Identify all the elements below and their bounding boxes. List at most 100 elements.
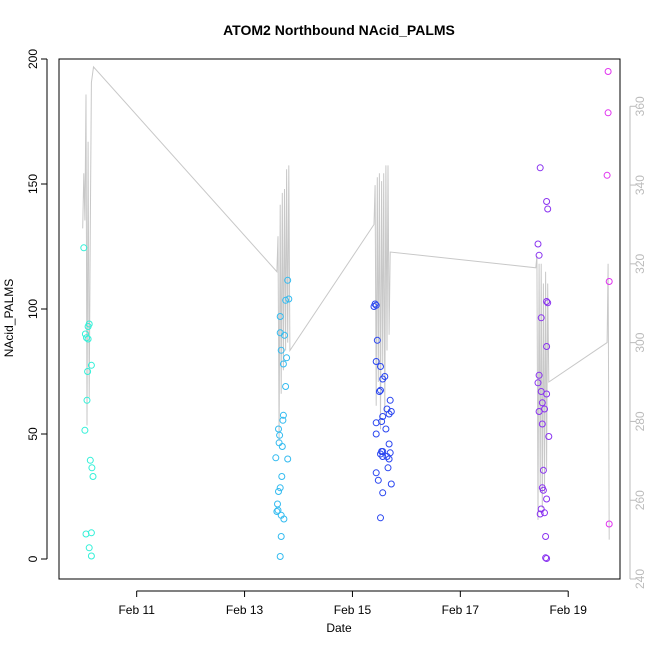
data-point (384, 464, 392, 472)
plot-frame (58, 58, 621, 580)
x-tick-label: Feb 15 (334, 603, 372, 617)
data-point (543, 298, 551, 305)
data-point (379, 489, 387, 497)
data-point (280, 515, 288, 523)
data-point (372, 419, 380, 427)
x-tick-label: Feb 17 (442, 603, 480, 617)
data-point (383, 453, 391, 460)
y2-tick-label: 240 (633, 569, 647, 589)
data-point (370, 303, 378, 310)
data-point (279, 416, 287, 424)
y-tick-label: 0 (26, 555, 40, 562)
data-point (85, 320, 93, 328)
data-point (276, 553, 284, 560)
data-point (379, 413, 387, 420)
data-point (276, 484, 284, 492)
data-point (278, 443, 286, 450)
secondary-series-line (82, 65, 610, 540)
data-point (277, 533, 285, 540)
data-point (276, 431, 284, 439)
y2-tick-label: 260 (633, 490, 647, 510)
data-point (279, 360, 287, 368)
data-point (543, 390, 551, 398)
secondary-series-layer (82, 65, 610, 540)
axes-layer: Feb 11 Feb 13 Feb 15 Feb 17 Feb 19 0 50 100 150 2… (26, 49, 647, 617)
data-point (536, 510, 544, 518)
data-point (539, 486, 547, 494)
data-point (385, 410, 393, 418)
y-axis-label: NAcid_PALMS (2, 279, 16, 357)
y2-tick-label: 280 (633, 411, 647, 431)
data-point (539, 466, 547, 474)
data-point (534, 379, 542, 387)
data-point (273, 508, 281, 515)
data-point (387, 480, 395, 488)
x-tick-label: Feb 11 (118, 603, 155, 617)
y2-tick-label: 340 (633, 175, 647, 195)
x-tick-label: Feb 19 (550, 603, 588, 617)
data-point (377, 363, 384, 370)
data-point (372, 430, 380, 438)
data-point (536, 164, 544, 172)
data-point (379, 453, 387, 460)
data-point (535, 251, 543, 259)
data-point (537, 314, 545, 322)
data-point (81, 426, 89, 434)
y-tick-label: 150 (26, 174, 40, 194)
data-point (382, 425, 390, 433)
y-tick-label: 100 (26, 299, 40, 319)
data-point (88, 464, 96, 472)
data-point (272, 454, 280, 462)
x-tick-label: Feb 13 (226, 603, 264, 617)
data-point (605, 278, 613, 285)
data-point (535, 408, 543, 415)
data-point (278, 473, 286, 480)
data-point (85, 544, 93, 552)
data-point (83, 334, 90, 342)
data-point (543, 198, 551, 205)
data-point (377, 514, 384, 522)
data-point (534, 240, 542, 248)
data-point (538, 420, 546, 428)
data-point (603, 171, 611, 179)
data-point (276, 313, 284, 320)
x-axis-label: Date (326, 621, 352, 635)
data-point (373, 336, 381, 344)
data-point (605, 520, 613, 528)
y-tick-label: 50 (26, 427, 40, 441)
data-point (377, 386, 384, 394)
data-point (542, 533, 550, 540)
data-point (275, 488, 282, 495)
data-point (282, 296, 290, 304)
data-point (375, 388, 383, 395)
data-point (385, 440, 393, 448)
data-point (604, 68, 612, 75)
data-point (277, 346, 285, 354)
data-point (535, 371, 543, 379)
data-point (543, 343, 551, 350)
data-point (285, 295, 293, 303)
data-point (543, 495, 551, 503)
data-point (80, 244, 88, 252)
data-point (543, 555, 551, 562)
data-point (87, 529, 95, 537)
data-point (544, 299, 552, 307)
y2-tick-label: 320 (633, 253, 647, 273)
data-point (282, 383, 290, 390)
data-point (284, 455, 292, 463)
data-point (89, 473, 97, 480)
data-point (87, 361, 95, 369)
data-point (542, 554, 550, 562)
chart-title: ATOM2 Northbound NAcid_PALMS (223, 22, 455, 38)
data-point (545, 433, 553, 440)
y2-tick-label: 360 (633, 96, 647, 116)
data-point (283, 354, 291, 362)
data-points-layer (80, 68, 613, 562)
data-point (279, 411, 287, 419)
data-point (538, 399, 546, 407)
data-point (284, 276, 292, 284)
y-tick-label: 200 (26, 49, 40, 69)
data-point (379, 375, 387, 383)
